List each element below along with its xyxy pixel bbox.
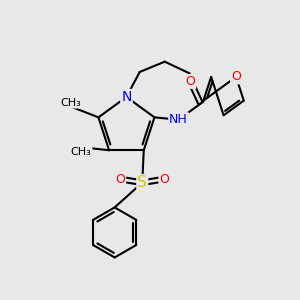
Text: N: N <box>121 90 132 104</box>
Text: NH: NH <box>169 113 188 126</box>
Text: O: O <box>115 172 125 186</box>
Text: O: O <box>185 75 195 88</box>
Text: CH₃: CH₃ <box>60 98 81 108</box>
Text: CH₃: CH₃ <box>71 147 92 157</box>
Text: S: S <box>137 175 147 190</box>
Text: O: O <box>231 70 241 83</box>
Text: O: O <box>159 172 169 186</box>
